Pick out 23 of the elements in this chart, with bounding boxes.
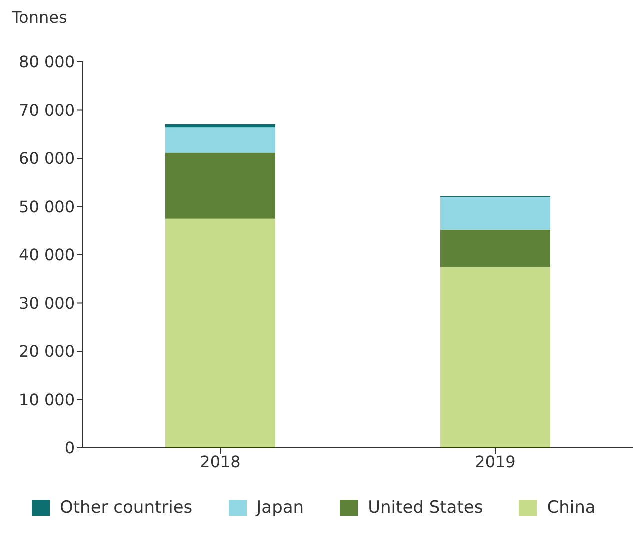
bar (166, 152, 276, 219)
bar (166, 128, 276, 153)
y-tick-label: 50 000 (19, 197, 75, 216)
y-tick-label: 40 000 (19, 246, 75, 265)
legend-label: United States (368, 498, 484, 518)
y-tick-label: 0 (64, 438, 75, 458)
bar (166, 218, 276, 448)
y-tick-label: 10 000 (19, 390, 75, 410)
bar (440, 230, 550, 268)
y-tick-label: 70 000 (19, 100, 75, 120)
bar (440, 267, 550, 448)
x-tick-label: 2018 (200, 452, 241, 472)
bar (440, 197, 550, 230)
y-tick-label: 30 000 (19, 294, 75, 313)
legend-label: Japan (256, 498, 304, 518)
bar (166, 124, 276, 128)
y-tick-label: 80 000 (19, 52, 75, 72)
y-axis-title: Tonnes (12, 8, 68, 29)
x-tick-label: 2019 (475, 452, 516, 472)
y-tick-label: 20 000 (19, 342, 75, 362)
y-tick-label: 60 000 (19, 149, 75, 168)
legend-label: Other countries (60, 498, 193, 518)
legend-label: China (547, 498, 596, 518)
